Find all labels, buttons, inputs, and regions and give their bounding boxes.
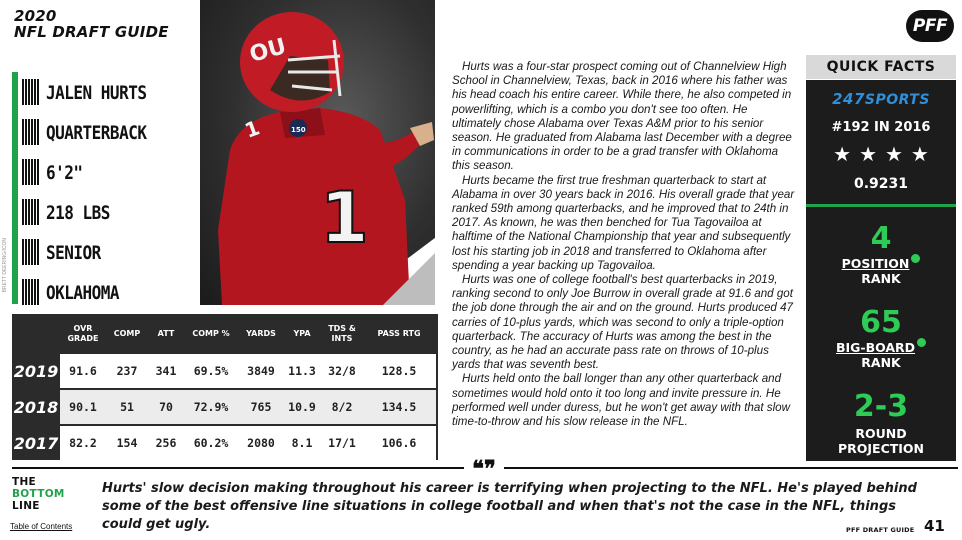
svg-text:150: 150 — [291, 126, 306, 134]
big-board-link[interactable]: BIG-BOARD — [835, 340, 916, 355]
big-board-rank-label: BIG-BOARD RANK — [806, 338, 956, 370]
player-weight: 218 LBS — [46, 201, 110, 223]
info-row-class: SENIOR — [22, 232, 252, 272]
barcode-icon — [22, 239, 40, 265]
player-illustration: OU 1 1 150 — [218, 12, 434, 305]
bio-paragraph: Hurts was one of college football's best… — [452, 273, 793, 372]
cell-pass-rtg: 134.5 — [381, 400, 417, 414]
page-number: 41 — [924, 517, 945, 535]
bio-paragraph: Hurts was a four-star prospect coming ou… — [452, 60, 792, 173]
guide-title-year: 2020 — [14, 7, 57, 25]
barcode-icon — [22, 159, 40, 185]
cell-att: 341 — [155, 364, 177, 378]
barcode-icon — [22, 119, 40, 145]
bio-paragraph: Hurts became the first true freshman qua… — [452, 173, 795, 272]
position-rank-value: 4 — [870, 221, 892, 256]
round-projection-value: 2-3 — [853, 389, 909, 424]
cell-comp-pct: 69.5% — [193, 364, 229, 378]
player-school: OKLAHOMA — [46, 281, 120, 303]
col-ypa: YPA — [293, 329, 311, 338]
barcode-icon — [22, 79, 40, 105]
info-row-name: JALEN HURTS — [22, 72, 252, 112]
bottom-line-label: THE BOTTOM LINE — [12, 476, 65, 512]
barcode-icon — [22, 279, 40, 305]
info-row-position: QUARTERBACK — [22, 112, 252, 152]
row-year: 2019 — [12, 354, 60, 388]
player-name: JALEN HURTS — [46, 81, 147, 103]
big-board-rank-value: 65 — [860, 305, 902, 340]
footer-guide-label: PFF DRAFT GUIDE — [846, 526, 915, 534]
guide-title-name: NFL DRAFT GUIDE — [14, 23, 169, 41]
col-comp-pct: COMP % — [192, 329, 230, 338]
cell-yards: 3849 — [247, 364, 275, 378]
247sports-logo: 247SPORTS — [816, 90, 946, 108]
table-row: 2018 90.1 51 70 72.9% 765 10.9 8/2 134.5 — [12, 390, 438, 424]
stats-header-row: OVR GRADE COMP ATT COMP % YARDS YPA TDS … — [12, 314, 438, 354]
position-rank-label: POSITION RANK — [806, 254, 956, 286]
cell-comp: 154 — [116, 436, 138, 450]
row-year: 2018 — [12, 390, 60, 424]
info-row-weight: 218 LBS — [22, 192, 252, 232]
cell-ypa: 10.9 — [288, 400, 316, 414]
cell-comp-pct: 72.9% — [193, 400, 229, 414]
star-rating-icon: ★★★★ — [833, 144, 937, 166]
col-ovr-grade: OVR GRADE — [67, 324, 99, 343]
cell-ovr-grade: 82.2 — [69, 436, 97, 450]
player-info-list: JALEN HURTS QUARTERBACK 6'2" 218 LBS SEN… — [22, 72, 252, 312]
row-year: 2017 — [12, 426, 60, 460]
player-class: SENIOR — [46, 241, 101, 263]
player-bio: Hurts was a four-star prospect coming ou… — [452, 60, 798, 429]
round-projection-label: ROUND PROJECTION — [837, 426, 925, 456]
barcode-icon — [22, 199, 40, 225]
position-rank-link[interactable]: POSITION — [841, 256, 910, 271]
cell-tds-ints: 32/8 — [328, 364, 356, 378]
col-att: ATT — [157, 329, 175, 338]
table-of-contents-link[interactable]: Table of Contents — [10, 522, 73, 531]
cell-comp-pct: 60.2% — [193, 436, 229, 450]
player-photo: OU 1 1 150 — [200, 0, 435, 305]
col-tds-ints: TDS & INTS — [328, 324, 356, 343]
cell-tds-ints: 8/2 — [331, 400, 353, 414]
info-accent-bar — [12, 72, 18, 304]
247sports-logo-name: SPORTS — [864, 92, 930, 108]
cell-tds-ints: 17/1 — [328, 436, 356, 450]
pff-logo: PFF — [906, 10, 954, 42]
link-arrow-icon[interactable] — [911, 254, 921, 263]
quick-facts-panel: 247SPORTS #192 IN 2016 ★★★★ 0.9231 4 POS… — [806, 80, 956, 461]
photo-credit: BRETT DEERING/ICON — [2, 238, 8, 293]
table-row: 2019 91.6 237 341 69.5% 3849 11.3 32/8 1… — [12, 354, 438, 388]
recruit-rating: 0.9231 — [853, 176, 909, 192]
quick-facts-title: QUICK FACTS — [806, 55, 956, 79]
247sports-logo-number: 247 — [832, 90, 865, 108]
quick-facts-divider — [806, 204, 956, 207]
cell-pass-rtg: 106.6 — [381, 436, 417, 450]
cell-pass-rtg: 128.5 — [381, 364, 417, 378]
guide-title: 2020 NFL DRAFT GUIDE — [14, 8, 169, 40]
recruit-rank: #192 IN 2016 — [831, 120, 931, 135]
player-position: QUARTERBACK — [46, 121, 147, 143]
table-row: 2017 82.2 154 256 60.2% 2080 8.1 17/1 10… — [12, 426, 438, 460]
cell-comp: 237 — [116, 364, 138, 378]
cell-att: 256 — [155, 436, 177, 450]
cell-ypa: 8.1 — [291, 436, 313, 450]
cell-att: 70 — [159, 400, 173, 414]
info-row-school: OKLAHOMA — [22, 272, 252, 312]
cell-yards: 765 — [250, 400, 272, 414]
col-pass-rtg: PASS RTG — [377, 329, 421, 338]
cell-yards: 2080 — [247, 436, 275, 450]
cell-comp: 51 — [120, 400, 134, 414]
cell-ovr-grade: 90.1 — [69, 400, 97, 414]
jersey-number: 1 — [320, 177, 369, 259]
quote-marks-icon: ❝❞ — [464, 458, 504, 480]
player-height: 6'2" — [46, 161, 83, 183]
col-yards: YARDS — [246, 329, 276, 338]
link-arrow-icon[interactable] — [917, 338, 927, 347]
bottom-line-text: Hurts' slow decision making throughout h… — [102, 481, 917, 532]
cell-ypa: 11.3 — [288, 364, 316, 378]
bio-paragraph: Hurts held onto the ball longer than any… — [452, 372, 790, 429]
cell-ovr-grade: 91.6 — [69, 364, 97, 378]
stats-table: OVR GRADE COMP ATT COMP % YARDS YPA TDS … — [12, 314, 438, 460]
col-comp: COMP — [113, 329, 141, 338]
info-row-height: 6'2" — [22, 152, 252, 192]
